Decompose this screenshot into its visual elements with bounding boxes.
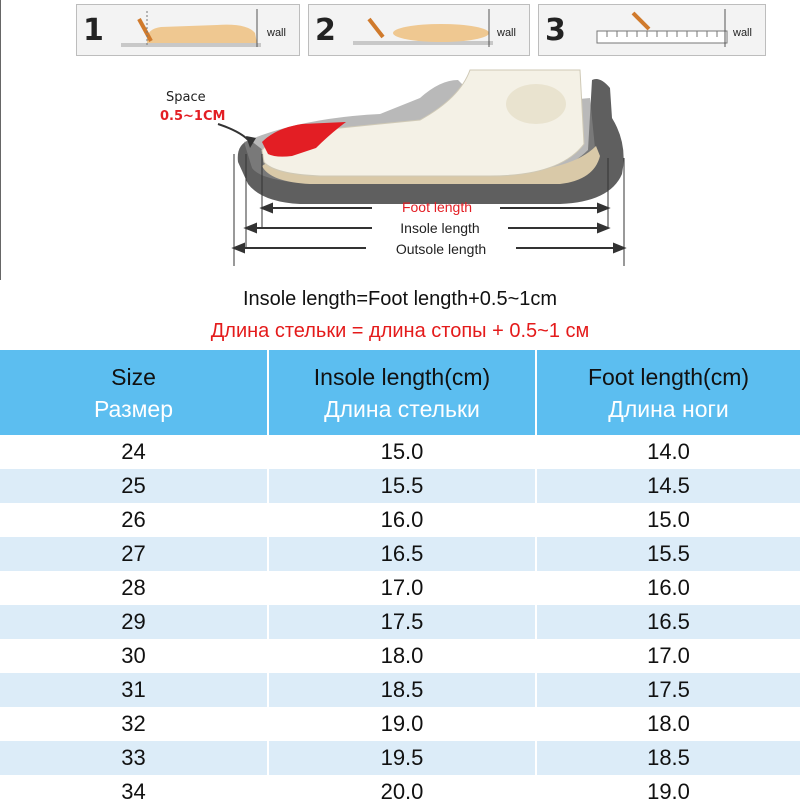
wall-label: wall [497,27,516,39]
step-number: 3 [545,13,566,48]
foot-cell: 16.0 [536,571,800,605]
header-insole-length-en: Insole length(cm) [313,363,491,390]
table-row: 34 20.0 19.0 [0,775,800,809]
foot-outline-illustration [353,9,493,47]
table-header-row: Size Размер Insole length(cm) Длина стел… [0,350,800,435]
ruler-illustration [596,9,728,47]
insole-cell: 19.0 [268,707,537,741]
foot-cell: 15.0 [536,503,800,537]
table-row: 33 19.5 18.5 [0,741,800,775]
wall-label: wall [733,27,752,39]
insole-cell: 16.0 [268,503,537,537]
table-row: 25 15.5 14.5 [0,469,800,503]
foot-on-paper-illustration [121,9,261,47]
foot-cell: 14.0 [536,435,800,469]
left-edge-line [0,0,1,280]
insole-cell: 18.5 [268,673,537,707]
foot-cell: 16.5 [536,605,800,639]
foot-cell: 14.5 [536,469,800,503]
size-chart-table: Size Размер Insole length(cm) Длина стел… [0,350,800,809]
insole-cell: 16.5 [268,537,537,571]
size-cell: 32 [0,707,269,741]
step-1-panel: 1 wall [76,4,300,56]
insole-cell: 17.0 [268,571,537,605]
space-label: Space [166,90,206,105]
size-cell: 28 [0,571,269,605]
size-cell: 25 [0,469,269,503]
measurement-steps: 1 wall 2 wall 3 [76,4,766,56]
table-row: 32 19.0 18.0 [0,707,800,741]
table-row: 26 16.0 15.0 [0,503,800,537]
table-row: 29 17.5 16.5 [0,605,800,639]
header-foot-length-en: Foot length(cm) [587,363,750,390]
step-2-panel: 2 wall [308,4,530,56]
foot-cell: 17.0 [536,639,800,673]
foot-cell: 19.0 [536,775,800,809]
formula-english: Insole length=Foot length+0.5~1cm [242,288,558,310]
foot-length-label: Foot length [402,199,472,215]
size-cell: 30 [0,639,269,673]
header-foot-length-ru: Длина ноги [608,395,729,422]
size-cell: 31 [0,673,269,707]
foot-cell: 18.0 [536,707,800,741]
size-cell: 29 [0,605,269,639]
table-row: 24 15.0 14.0 [0,435,800,469]
insole-cell: 20.0 [268,775,537,809]
header-insole-length: Insole length(cm) Длина стельки [268,350,537,435]
shoe-size-diagram: Space 0.5~1CM Foot length Insole length … [0,58,800,286]
step-number: 2 [315,13,336,48]
shoe-illustration: Space 0.5~1CM Foot length Insole length … [160,69,627,266]
insole-cell: 15.5 [268,469,537,503]
wall-label: wall [267,27,286,39]
insole-length-label: Insole length [400,220,479,236]
size-cell: 27 [0,537,269,571]
header-size-ru: Размер [93,395,174,422]
space-value-label: 0.5~1CM [160,109,225,124]
step-3-panel: 3 wall [538,4,766,56]
foot-cell: 18.5 [536,741,800,775]
formula-russian: Длина стельки = длина стопы + 0.5~1 см [210,320,590,342]
outsole-length-label: Outsole length [396,241,486,257]
table-row: 28 17.0 16.0 [0,571,800,605]
size-cell: 26 [0,503,269,537]
header-foot-length: Foot length(cm) Длина ноги [536,350,800,435]
header-size: Size Размер [0,350,269,435]
table-row: 30 18.0 17.0 [0,639,800,673]
insole-cell: 15.0 [268,435,537,469]
size-cell: 24 [0,435,269,469]
header-insole-length-ru: Длина стельки [324,395,480,422]
table-row: 31 18.5 17.5 [0,673,800,707]
foot-cell: 17.5 [536,673,800,707]
size-cell: 33 [0,741,269,775]
step-number: 1 [83,13,104,48]
insole-cell: 17.5 [268,605,537,639]
insole-cell: 18.0 [268,639,537,673]
size-cell: 34 [0,775,269,809]
header-size-en: Size [111,363,156,390]
foot-cell: 15.5 [536,537,800,571]
table-row: 27 16.5 15.5 [0,537,800,571]
insole-cell: 19.5 [268,741,537,775]
